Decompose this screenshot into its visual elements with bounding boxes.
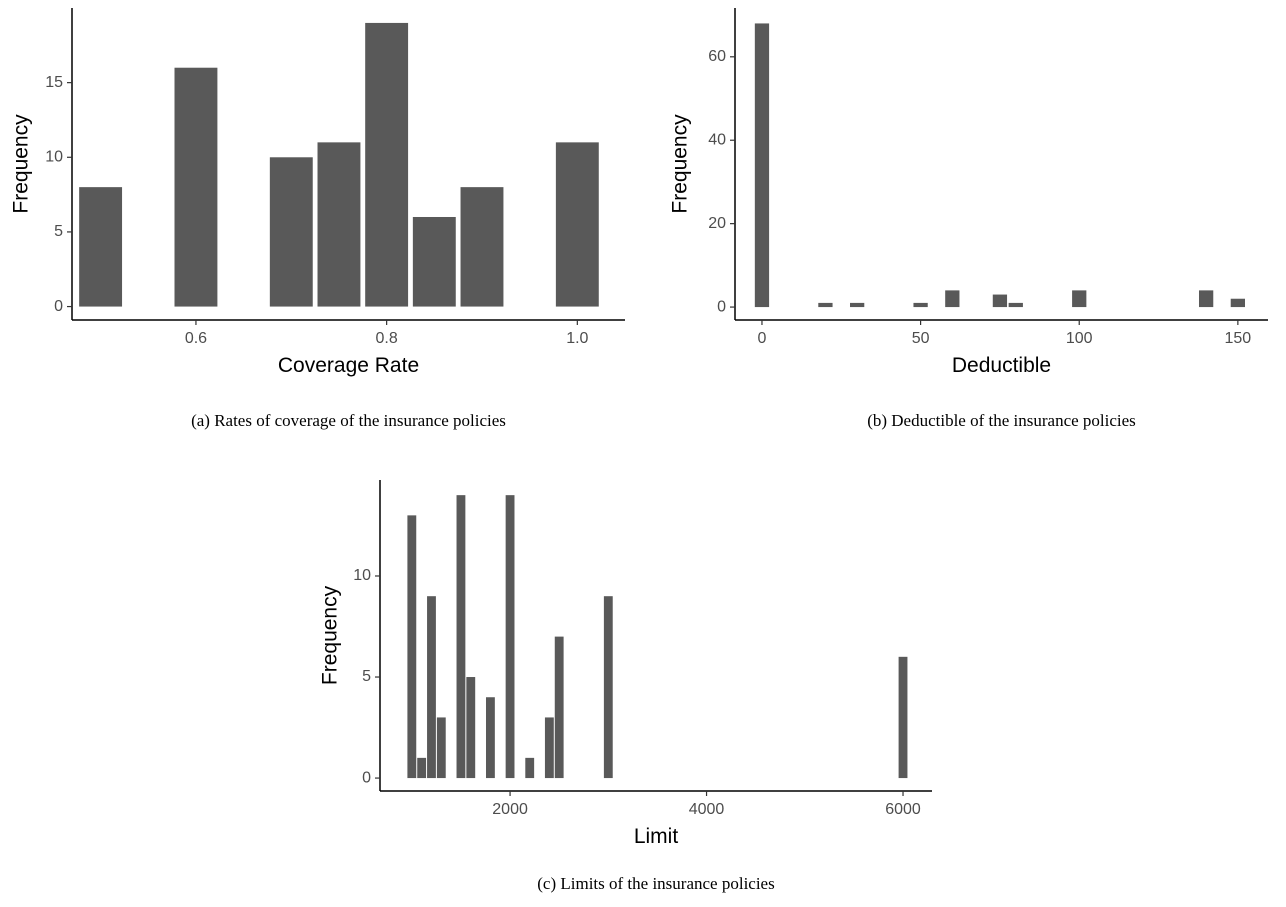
bar xyxy=(603,596,613,779)
x-tick-label: 6000 xyxy=(885,801,921,818)
bar xyxy=(269,157,313,307)
y-tick-label: 15 xyxy=(45,74,63,91)
bar xyxy=(525,757,535,779)
y-tick-label: 60 xyxy=(708,48,726,65)
bar xyxy=(1008,302,1023,308)
bar xyxy=(913,302,928,308)
y-tick-label: 40 xyxy=(708,131,726,148)
bar xyxy=(365,22,409,307)
bar xyxy=(945,290,960,308)
bar xyxy=(407,515,417,779)
bar xyxy=(818,302,833,308)
x-tick-label: 4000 xyxy=(689,801,725,818)
bar xyxy=(466,677,476,779)
y-tick-label: 0 xyxy=(717,298,726,315)
y-axis-title: Frequency xyxy=(10,114,33,214)
bar xyxy=(555,142,599,307)
x-axis-title: Deductible xyxy=(952,354,1051,377)
caption: (a) Rates of coverage of the insurance p… xyxy=(191,411,506,430)
bar xyxy=(992,294,1008,308)
x-tick-label: 100 xyxy=(1066,330,1093,347)
x-tick-label: 150 xyxy=(1225,330,1252,347)
bar xyxy=(505,495,515,779)
bar xyxy=(436,717,446,779)
y-tick-label: 10 xyxy=(45,149,63,166)
y-tick-label: 5 xyxy=(54,223,63,240)
caption: (c) Limits of the insurance policies xyxy=(537,874,774,893)
bar xyxy=(754,23,770,308)
bar xyxy=(317,142,361,307)
y-tick-label: 10 xyxy=(353,567,371,584)
bar xyxy=(1230,298,1245,308)
bar xyxy=(1072,290,1087,308)
x-tick-label: 1.0 xyxy=(566,330,588,347)
y-tick-label: 0 xyxy=(54,298,63,315)
bar xyxy=(544,717,554,779)
x-tick-label: 0 xyxy=(758,330,767,347)
x-tick-label: 0.6 xyxy=(185,330,207,347)
bar xyxy=(412,216,456,307)
bar xyxy=(850,302,865,308)
y-tick-label: 5 xyxy=(362,668,371,685)
x-axis-title: Limit xyxy=(634,825,679,848)
bar xyxy=(427,596,436,779)
bar xyxy=(456,495,466,779)
bar xyxy=(417,757,427,779)
caption: (b) Deductible of the insurance policies xyxy=(867,411,1136,430)
bar xyxy=(174,67,218,307)
bar xyxy=(898,656,908,779)
y-tick-label: 20 xyxy=(708,215,726,232)
x-tick-label: 50 xyxy=(912,330,930,347)
x-axis-title: Coverage Rate xyxy=(278,354,419,377)
bar xyxy=(460,187,504,307)
y-axis-title: Frequency xyxy=(669,114,692,214)
bar xyxy=(79,187,123,307)
x-tick-label: 2000 xyxy=(492,801,528,818)
bar xyxy=(1198,290,1214,308)
bar xyxy=(554,636,564,779)
bar xyxy=(485,697,495,779)
y-tick-label: 0 xyxy=(362,769,371,786)
y-axis-title: Frequency xyxy=(319,585,342,685)
x-tick-label: 0.8 xyxy=(376,330,398,347)
